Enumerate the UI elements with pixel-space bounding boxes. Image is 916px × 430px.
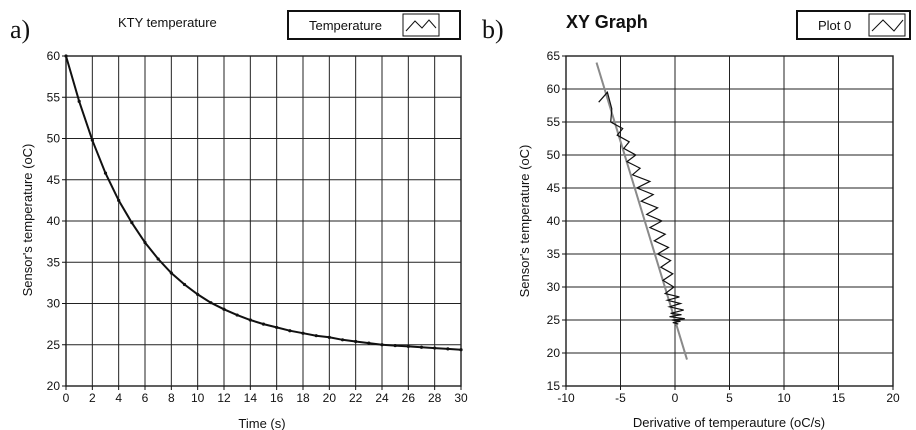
y-tick-label: 60 <box>47 49 61 63</box>
x-tick-label: 20 <box>886 391 900 405</box>
y-tick-label: 30 <box>47 297 61 311</box>
chart-b: -10 -5 0 5 10 15 20 15 20 25 30 35 40 45 50 55 60 65 <box>547 49 900 405</box>
x-tick-label: 12 <box>217 391 231 405</box>
data-point <box>182 282 187 287</box>
x-tick-label: 24 <box>375 391 389 405</box>
y-tick-label: 20 <box>47 379 61 393</box>
x-tick-label: 14 <box>244 391 258 405</box>
data-point <box>393 343 397 348</box>
data-point <box>327 335 331 339</box>
data-point <box>222 307 226 311</box>
data-point <box>209 301 213 305</box>
y-tick-label: 55 <box>547 115 561 129</box>
x-tick-label: -10 <box>557 391 575 405</box>
x-tick-label: 16 <box>270 391 284 405</box>
y-tick-label: 60 <box>547 82 561 96</box>
x-tick-label: 4 <box>115 391 122 405</box>
data-point <box>143 240 147 245</box>
x-tick-label: 26 <box>402 391 416 405</box>
data-point <box>275 325 279 330</box>
y-tick-label: 40 <box>547 214 561 228</box>
data-point <box>354 339 358 344</box>
y-tick-label: 15 <box>547 379 561 393</box>
x-tick-label: 22 <box>349 391 363 405</box>
x-tick-label: 0 <box>63 391 70 405</box>
data-point <box>261 322 266 326</box>
chart-a-legend: Temperature <box>287 10 461 40</box>
x-tick-label: 20 <box>323 391 337 405</box>
chart-a: 0 2 4 6 8 10 12 14 16 18 20 22 24 26 28 302025303540455… <box>47 49 468 405</box>
data-point <box>196 292 200 297</box>
data-point <box>64 54 68 58</box>
legend-b-swatch <box>871 19 904 32</box>
x-tick-label: -5 <box>615 391 626 405</box>
y-tick-label: 45 <box>547 181 561 195</box>
data-point <box>235 313 239 317</box>
data-point <box>301 331 305 335</box>
x-tick-label: 10 <box>777 391 791 405</box>
data-point <box>406 344 410 348</box>
y-tick-label: 20 <box>547 346 561 360</box>
chart-a-ylabel: Sensor's temperature (oC) <box>20 144 35 297</box>
x-tick-label: 2 <box>89 391 96 405</box>
x-tick-label: 30 <box>454 391 468 405</box>
data-point <box>380 343 384 347</box>
data-point <box>77 99 81 103</box>
x-tick-label: 0 <box>672 391 679 405</box>
legend-a-label: Temperature <box>309 18 382 33</box>
y-tick-label: 50 <box>547 148 561 162</box>
data-point <box>156 257 160 261</box>
x-tick-label: 8 <box>168 391 175 405</box>
y-tick-label: 40 <box>47 214 61 228</box>
chart-b-xlabel: Derivative of temperauture (oC/s) <box>633 415 825 430</box>
x-tick-label: 6 <box>142 391 149 405</box>
panel-a-label: a) <box>10 15 30 44</box>
data-point <box>340 338 345 342</box>
legend-a-swatch <box>405 19 437 32</box>
x-tick-label: 10 <box>191 391 205 405</box>
chart-b-title: XY Graph <box>566 12 648 32</box>
y-tick-label: 50 <box>47 132 61 146</box>
legend-b-label: Plot 0 <box>818 18 851 33</box>
chart-b-legend: Plot 0 <box>796 10 911 40</box>
y-tick-label: 25 <box>547 313 561 327</box>
y-tick-label: 35 <box>47 255 61 269</box>
data-point <box>117 198 121 202</box>
data-point <box>433 346 437 350</box>
data-point <box>90 138 94 142</box>
data-point <box>367 341 371 345</box>
y-tick-label: 30 <box>547 280 561 294</box>
series-line <box>598 91 685 325</box>
chart-a-xlabel: Time (s) <box>238 416 285 430</box>
y-tick-label: 25 <box>47 338 61 352</box>
data-point <box>288 329 292 333</box>
data-point <box>446 347 450 351</box>
data-point <box>314 334 318 338</box>
data-point <box>459 348 463 352</box>
chart-b-ylabel: Sensor's temperature (oC) <box>517 145 532 298</box>
x-tick-label: 18 <box>296 391 310 405</box>
chart-a-title: KTY temperature <box>118 15 217 30</box>
y-tick-label: 35 <box>547 247 561 261</box>
data-point <box>103 171 108 175</box>
x-tick-label: 5 <box>726 391 733 405</box>
x-tick-label: 15 <box>832 391 846 405</box>
data-point <box>248 318 252 322</box>
y-tick-label: 55 <box>47 90 61 104</box>
panel-b-label: b) <box>482 15 504 44</box>
data-point <box>130 221 134 225</box>
data-point <box>419 345 424 349</box>
y-tick-label: 45 <box>47 173 61 187</box>
y-tick-label: 65 <box>547 49 561 63</box>
data-point <box>169 271 173 275</box>
x-tick-label: 28 <box>428 391 442 405</box>
